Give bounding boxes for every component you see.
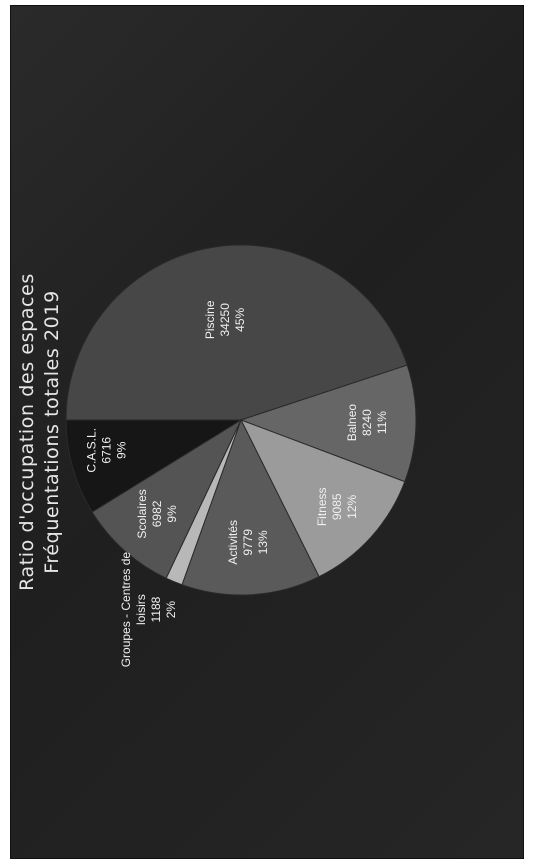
slice-label-0: Piscine3425045% [203, 300, 247, 339]
slice-label-line: 6716 [99, 437, 113, 464]
pie-slice-2 [239, 419, 406, 578]
slice-label-line: 8240 [360, 409, 374, 436]
pie-chart: Ratio d'occupation des espaces Fréquenta… [16, 244, 417, 667]
pie-slice-5 [91, 418, 243, 579]
slice-label-line: 1188 [149, 596, 163, 622]
slice-label-6: C.A.S.L.67169% [84, 428, 128, 473]
chart-page: Ratio d'occupation des espaces Fréquenta… [10, 5, 524, 859]
slice-label-line: 13% [256, 530, 270, 554]
slice-label-5: Scolaires69829% [135, 489, 179, 538]
slice-label-line: 9% [114, 441, 128, 459]
slice-label-line: C.A.S.L. [84, 428, 98, 473]
slice-label-line: Fitness [315, 487, 329, 526]
slice-label-line: Balneo [345, 404, 359, 442]
pie-slice-1 [239, 364, 417, 483]
slice-label-line: 45% [233, 307, 247, 331]
slice-label-line: 11% [375, 411, 389, 434]
slice-label-4: Groupes - Centres deloisirs11882% [119, 552, 178, 668]
slice-label-line: Activités [226, 520, 240, 565]
slice-label-2: Fitness908512% [315, 487, 359, 526]
chart-title: Ratio d'occupation des espaces [16, 273, 38, 591]
pie-slices [65, 244, 417, 596]
slice-label-line: 9% [165, 505, 179, 523]
slice-label-line: 34250 [218, 303, 232, 337]
chart-title-group: Ratio d'occupation des espaces Fréquenta… [16, 273, 63, 591]
pie-slice-3 [181, 418, 320, 596]
slice-label-3: Activités977913% [226, 520, 270, 565]
slice-label-line: Groupes - Centres de [119, 552, 133, 668]
pie-slice-6 [65, 419, 243, 513]
slice-label-line: 9085 [330, 493, 344, 520]
pie-slice-0 [65, 244, 408, 421]
slice-label-line: 2% [164, 601, 178, 619]
slice-label-line: Scolaires [135, 489, 149, 538]
slice-label-line: 9779 [241, 529, 255, 556]
slice-label-line: loisirs [134, 594, 148, 625]
slice-label-1: Balneo824011% [345, 404, 389, 442]
chart-subtitle: Fréquentations totales 2019 [41, 290, 63, 574]
slice-label-line: Piscine [203, 300, 217, 339]
slice-label-line: 6982 [150, 500, 164, 527]
pie-labels: Piscine3425045%Balneo824011%Fitness90851… [84, 300, 389, 667]
slice-label-line: 12% [345, 494, 359, 518]
